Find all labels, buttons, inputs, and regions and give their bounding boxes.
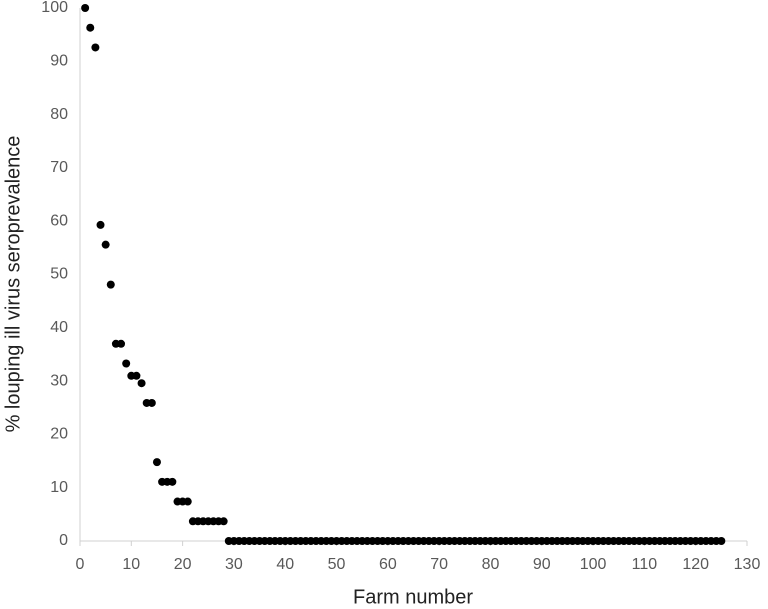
x-axis-title: Farm number: [353, 586, 473, 608]
x-tick-label: 90: [533, 556, 551, 573]
x-tick-label: 30: [225, 556, 243, 573]
data-point: [81, 4, 90, 12]
y-axis-title: % louping ill virus seroprevalence: [2, 136, 24, 433]
y-tick-label: 80: [50, 106, 68, 123]
data-point: [106, 280, 115, 289]
x-tick-label: 60: [379, 556, 397, 573]
y-tick-label: 60: [50, 212, 68, 229]
x-tick-label: 130: [734, 556, 761, 573]
x-tick-label: 100: [580, 556, 607, 573]
y-tick-label: 70: [50, 159, 68, 176]
x-tick-label: 70: [430, 556, 448, 573]
x-tick-label: 110: [632, 556, 658, 573]
x-tick-label: 0: [76, 556, 85, 573]
data-point: [86, 23, 95, 32]
y-tick-label: 20: [50, 426, 68, 443]
data-point: [117, 339, 126, 348]
data-point: [91, 43, 100, 52]
y-tick-label: 10: [50, 479, 68, 496]
y-tick-label: 30: [50, 372, 68, 389]
data-point: [152, 458, 161, 467]
x-tick-label: 40: [276, 556, 294, 573]
data-point: [132, 371, 141, 380]
y-tick-label: 0: [59, 532, 68, 549]
x-tick-label: 10: [122, 556, 140, 573]
x-tick-label: 50: [328, 556, 346, 573]
y-tick-label: 40: [50, 319, 68, 336]
data-point: [183, 497, 192, 506]
y-tick-label: 100: [41, 0, 68, 16]
data-point: [219, 517, 228, 526]
y-tick-label: 50: [50, 266, 68, 283]
data-point: [147, 398, 156, 407]
data-point: [101, 240, 110, 249]
data-point: [137, 379, 146, 388]
x-tick-label: 120: [682, 556, 709, 573]
data-point: [96, 220, 105, 229]
x-tick-label: 20: [174, 556, 192, 573]
x-tick-label: 80: [482, 556, 500, 573]
data-point: [717, 537, 726, 545]
data-point: [122, 359, 131, 368]
data-point: [168, 477, 177, 486]
y-tick-label: 90: [50, 53, 68, 70]
